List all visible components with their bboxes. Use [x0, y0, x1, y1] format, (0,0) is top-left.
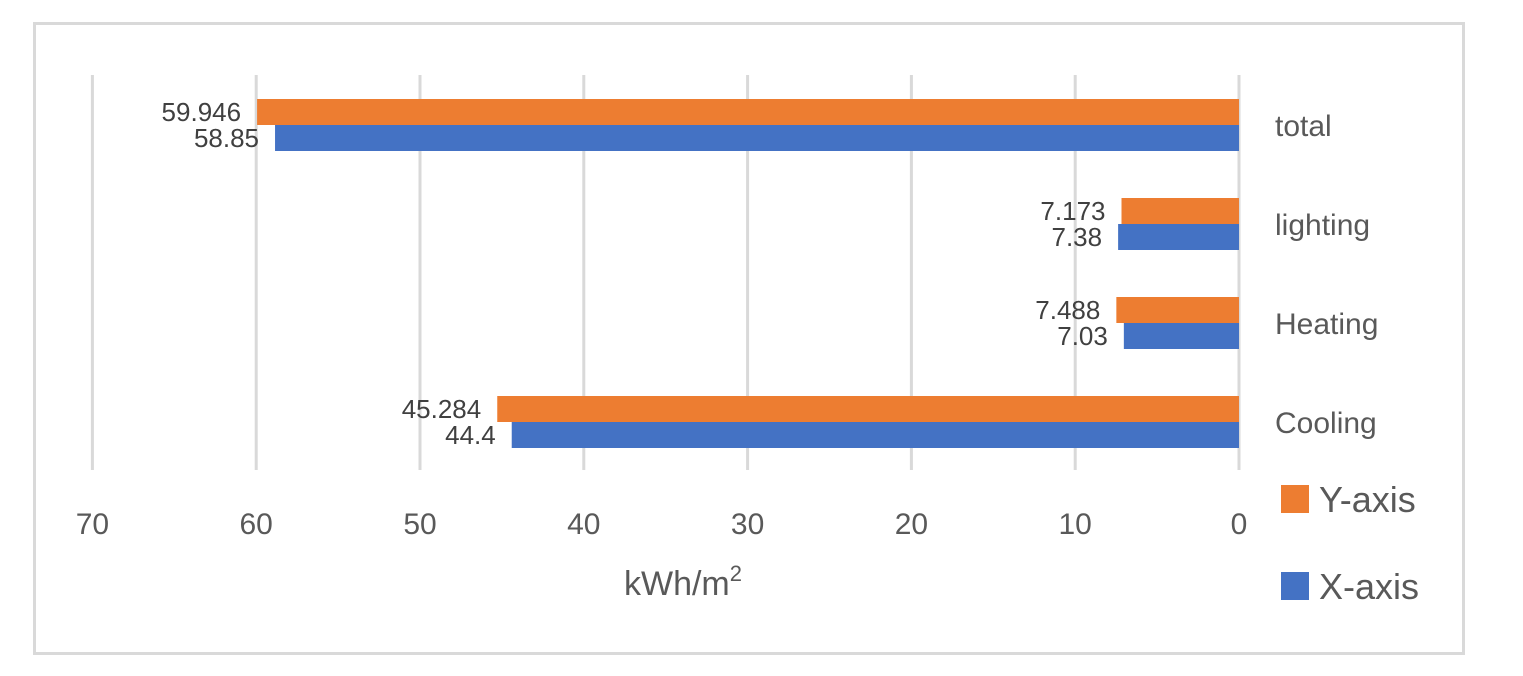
data-label: 44.4 — [445, 420, 496, 450]
x-tick-label: 60 — [240, 508, 273, 541]
legend-swatch-x-axis — [1281, 572, 1309, 600]
x-tick-label: 10 — [1059, 508, 1092, 541]
category-label-cooling: Cooling — [1275, 407, 1377, 440]
x-tick-label: 50 — [403, 508, 436, 541]
data-label: 45.284 — [402, 394, 482, 424]
x-tick-label: 70 — [76, 508, 109, 541]
x-tick-label: 20 — [895, 508, 928, 541]
bar-lighting-x-axis — [1118, 224, 1239, 250]
data-label: 7.173 — [1040, 196, 1105, 226]
legend-label: X-axis — [1319, 566, 1419, 607]
data-label: 59.946 — [162, 97, 242, 127]
bar-heating-x-axis — [1123, 323, 1239, 349]
data-label: 7.03 — [1057, 321, 1108, 351]
bar-cooling-y-axis — [497, 396, 1240, 422]
category-label-heating: Heating — [1275, 308, 1378, 341]
x-tick-labels: 70 60 50 40 30 20 10 0 — [76, 508, 1248, 541]
legend-swatch-y-axis — [1281, 485, 1309, 513]
bar-cooling-x-axis — [511, 422, 1239, 448]
data-label: 7.38 — [1052, 222, 1103, 252]
category-label-lighting: lighting — [1275, 209, 1370, 242]
bar-total-x-axis — [275, 125, 1239, 151]
x-axis-title-superscript: 2 — [730, 561, 742, 586]
bar-total-y-axis — [257, 99, 1239, 125]
bar-lighting-y-axis — [1121, 198, 1239, 224]
bar-heating-y-axis — [1116, 297, 1239, 323]
x-tick-label: 40 — [567, 508, 600, 541]
category-label-total: total — [1275, 110, 1332, 143]
data-label: 7.488 — [1035, 295, 1100, 325]
legend: Y-axis X-axis — [1281, 479, 1419, 607]
x-axis-title: kWh/m2 — [624, 561, 742, 603]
x-tick-label: 0 — [1231, 508, 1248, 541]
x-axis-title-text: kWh/m — [624, 565, 730, 603]
x-tick-label: 30 — [731, 508, 764, 541]
data-label: 58.85 — [194, 123, 259, 153]
category-labels: Cooling Heating lighting total — [1275, 110, 1378, 440]
bars — [257, 99, 1240, 448]
legend-label: Y-axis — [1319, 479, 1416, 520]
